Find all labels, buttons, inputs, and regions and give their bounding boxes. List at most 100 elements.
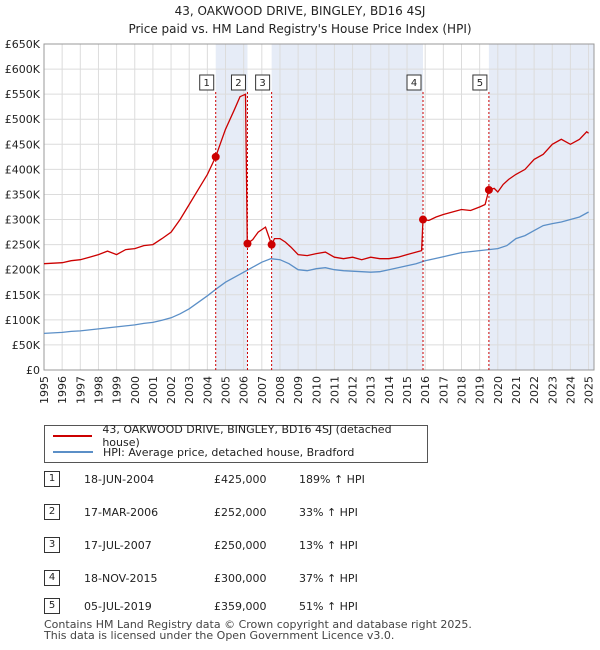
x-tick-label: 2008 (274, 376, 287, 404)
x-tick-label: 2014 (383, 376, 396, 404)
sale-date: 18-NOV-2015 (84, 572, 158, 585)
x-tick-label: 2005 (220, 376, 233, 404)
sale-price: £359,000 (214, 600, 267, 613)
footer-copyright: Contains HM Land Registry data © Crown c… (44, 618, 472, 631)
x-tick-label: 2001 (147, 376, 160, 404)
sale-hpi-change: 189% ↑ HPI (299, 473, 365, 486)
x-tick-label: 2024 (564, 376, 577, 404)
x-tick-label: 2019 (474, 376, 487, 404)
x-tick-label: 2003 (183, 376, 196, 404)
shaded-period (488, 44, 594, 370)
sale-price: £252,000 (214, 506, 267, 519)
x-tick-label: 2016 (419, 376, 432, 404)
x-tick-label: 1999 (111, 376, 124, 404)
sale-marker-box (472, 74, 488, 91)
x-tick-label: 1998 (92, 376, 105, 404)
property-series-line (43, 93, 590, 265)
chart-legend: 43, OAKWOOD DRIVE, BINGLEY, BD16 4SJ (de… (44, 423, 428, 463)
hpi-series-line (43, 211, 589, 335)
sale-date: 17-MAR-2006 (84, 506, 159, 519)
x-tick-label: 2011 (328, 376, 341, 404)
sale-price: £300,000 (214, 572, 267, 585)
x-tick-label: 2010 (310, 376, 323, 404)
sale-row: 4 18-NOV-2015 £300,000 37% ↑ HPI (44, 570, 444, 588)
sale-number: 2 (44, 504, 60, 520)
y-tick-label: £100K (5, 314, 41, 327)
price-chart: 43, OAKWOOD DRIVE, BINGLEY, BD16 4SJ Pric… (5, 4, 596, 404)
x-tick-label: 2022 (528, 376, 541, 404)
y-tick-label: £350K (5, 188, 41, 201)
sale-point (419, 215, 428, 224)
x-tick-label: 2020 (492, 376, 505, 404)
y-tick-label: £200K (5, 264, 41, 277)
y-tick-label: £600K (5, 63, 41, 76)
legend-label-property: 43, OAKWOOD DRIVE, BINGLEY, BD16 4SJ (de… (102, 423, 392, 449)
y-tick-label: £550K (5, 88, 41, 101)
sale-date: 17-JUL-2007 (84, 539, 152, 552)
sale-date: 18-JUN-2004 (84, 473, 155, 486)
y-tick-label: £50K (12, 339, 41, 352)
sale-marker-label: 5 (477, 78, 483, 89)
x-tick-label: 2021 (510, 376, 523, 404)
x-tick-label: 2000 (129, 376, 142, 404)
sale-price: £250,000 (214, 539, 267, 552)
y-tick-label: £0 (26, 364, 40, 377)
legend-swatch-blue (53, 451, 93, 453)
x-tick-label: 1997 (74, 376, 87, 404)
sale-marker-box (406, 74, 422, 91)
sale-point (243, 239, 252, 248)
shaded-period (271, 44, 424, 370)
sale-number: 1 (44, 471, 60, 487)
sale-marker-label: 3 (259, 78, 265, 89)
x-tick-label: 2002 (165, 376, 178, 404)
sale-row: 3 17-JUL-2007 £250,000 13% ↑ HPI (44, 537, 444, 555)
sale-row: 2 17-MAR-2006 £252,000 33% ↑ HPI (44, 504, 444, 522)
x-tick-label: 2013 (365, 376, 378, 404)
sale-price: £425,000 (214, 473, 267, 486)
sale-hpi-change: 13% ↑ HPI (299, 539, 358, 552)
y-tick-label: £300K (5, 214, 41, 227)
sale-point (484, 185, 493, 194)
sale-marker-box (199, 74, 215, 91)
plot-frame (43, 43, 595, 371)
footer-licence: This data is licensed under the Open Gov… (44, 629, 395, 642)
x-tick-label: 2018 (455, 376, 468, 404)
sale-point (211, 152, 220, 161)
x-tick-label: 2025 (583, 376, 596, 404)
sale-row: 1 18-JUN-2004 £425,000 189% ↑ HPI (44, 471, 444, 489)
x-tick-label: 1996 (56, 376, 69, 404)
x-tick-label: 2017 (437, 376, 450, 404)
legend-item-property: 43, OAKWOOD DRIVE, BINGLEY, BD16 4SJ (de… (53, 423, 427, 449)
footer-attribution: Contains HM Land Registry data © Crown c… (44, 619, 472, 641)
x-tick-label: 2012 (347, 376, 360, 404)
sale-hpi-change: 33% ↑ HPI (299, 506, 358, 519)
x-tick-label: 2007 (256, 376, 269, 404)
sale-hpi-change: 51% ↑ HPI (299, 600, 358, 613)
sale-marker-box (230, 74, 246, 91)
sale-hpi-change: 37% ↑ HPI (299, 572, 358, 585)
x-tick-label: 2015 (401, 376, 414, 404)
legend-label-hpi: HPI: Average price, detached house, Brad… (103, 445, 355, 459)
legend-item-hpi: HPI: Average price, detached house, Brad… (53, 444, 354, 460)
shaded-period (215, 44, 248, 370)
x-tick-label: 1995 (38, 376, 51, 404)
chart-title: 43, OAKWOOD DRIVE, BINGLEY, BD16 4SJ (175, 4, 426, 18)
y-tick-label: £650K (5, 38, 41, 51)
sale-row: 5 05-JUL-2019 £359,000 51% ↑ HPI (44, 598, 444, 616)
sale-point (267, 240, 276, 249)
x-tick-label: 2023 (546, 376, 559, 404)
sale-number: 5 (44, 598, 60, 614)
x-tick-label: 2009 (292, 376, 305, 404)
sale-marker-box (255, 74, 271, 91)
x-tick-label: 2004 (201, 376, 214, 404)
y-tick-label: £500K (5, 113, 41, 126)
y-tick-label: £250K (5, 239, 41, 252)
sale-marker-label: 4 (411, 78, 417, 89)
y-tick-label: £150K (5, 289, 41, 302)
y-tick-label: £400K (5, 163, 41, 176)
legend-swatch-red (53, 435, 93, 437)
x-tick-label: 2006 (238, 376, 251, 404)
sale-date: 05-JUL-2019 (84, 600, 152, 613)
sale-number: 4 (44, 570, 60, 586)
chart-subtitle: Price paid vs. HM Land Registry's House … (128, 22, 471, 36)
